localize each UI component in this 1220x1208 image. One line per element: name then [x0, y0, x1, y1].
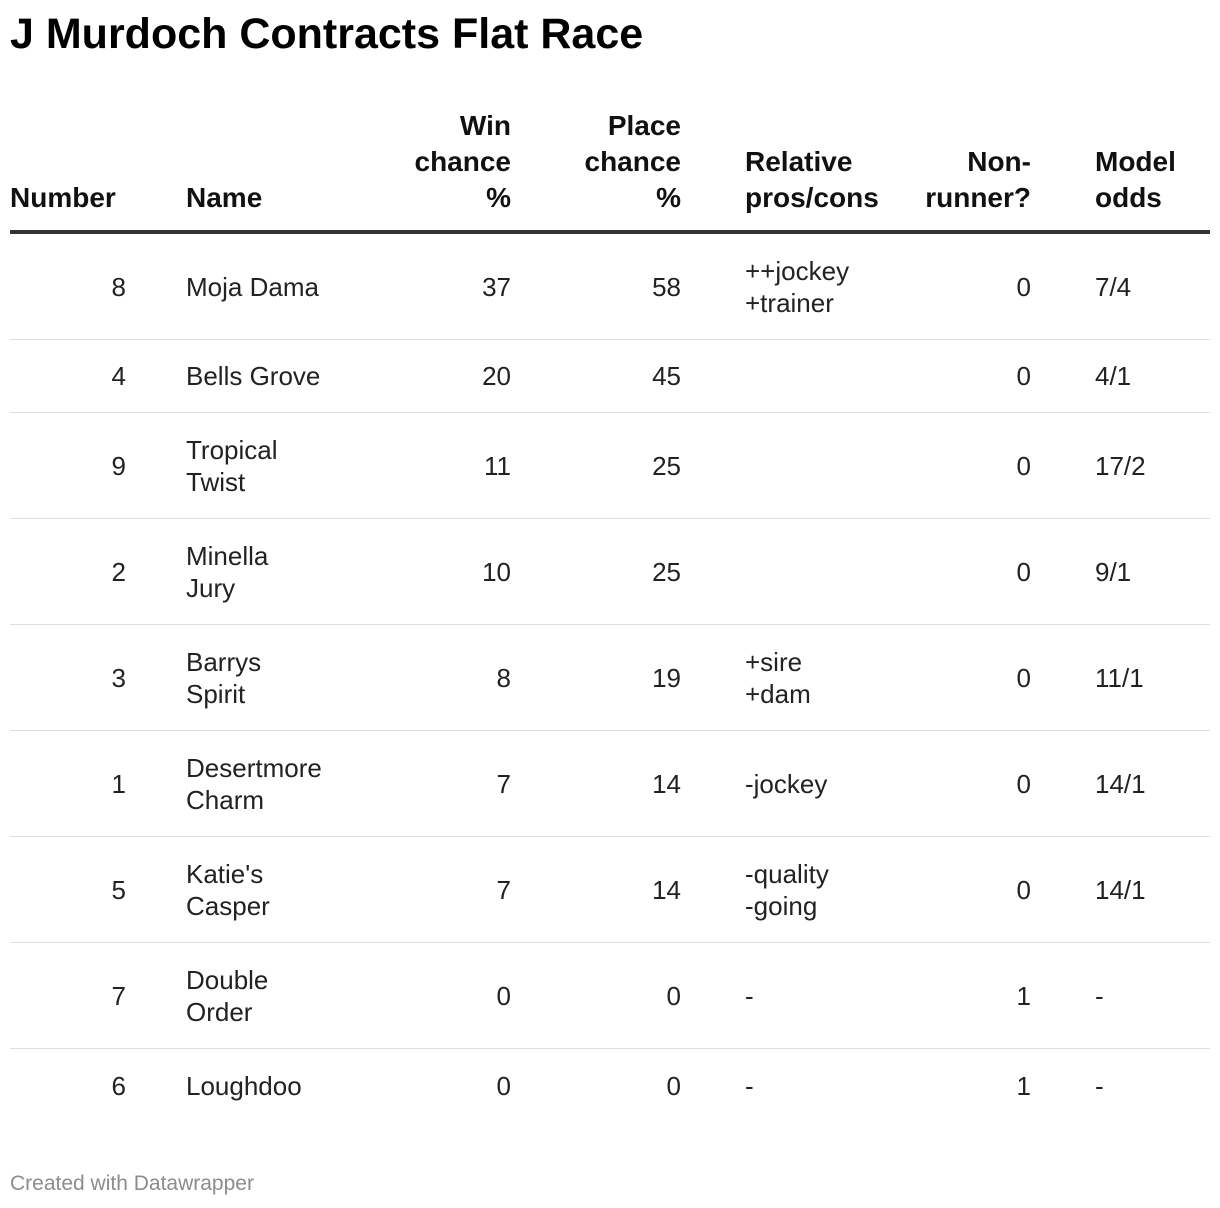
place-chance-cell: 19 [511, 624, 681, 731]
column-header-number: Number [10, 108, 176, 234]
table-row: 7 Double Order 0 0-1- [10, 942, 1210, 1049]
win-chance-cell: 7 [356, 730, 511, 837]
non-runner-cell: 0 [856, 836, 1031, 943]
model-odds-cell: 14/1 [1031, 730, 1210, 837]
table-body: 8 Moja Dama 37 58 ++jockey +trainer 0 7/4 4 Bell… [10, 232, 1210, 1123]
place-chance-cell: 25 [511, 518, 681, 625]
horse-name-cell: Tropical Twist [176, 412, 356, 519]
win-chance-cell: 20 [356, 339, 511, 413]
win-chance-cell: 8 [356, 624, 511, 731]
column-header-line: Number [10, 182, 116, 213]
non-runner-cell: 0 [856, 624, 1031, 731]
header-row: Number Name Win chance% Place chance% Rela… [10, 108, 1210, 234]
pros-cons-cell: +sire +dam [681, 624, 856, 731]
number-cell: 3 [10, 624, 176, 731]
number-cell: 8 [10, 232, 176, 340]
table-row: 3 Barrys Spirit 8 19 +sire +dam 0 11/1 [10, 624, 1210, 731]
table-row: 1 Desertmore Charm 7 14 -jockey 0 14/1 [10, 730, 1210, 837]
column-header-line: Win [459, 110, 511, 141]
race-table: Number Name Win chance% Place chance% Rela… [10, 108, 1210, 1123]
table-row: 8 Moja Dama 37 58 ++jockey +trainer 0 7/4 [10, 232, 1210, 340]
column-header-line: Name [186, 182, 263, 213]
table-row: 6 Loughdoo 0 0 - 1 - [10, 1049, 1210, 1124]
column-header-line: % [656, 182, 681, 213]
model-odds-cell: 11/1 [1031, 624, 1210, 731]
pros-cons-cell [681, 412, 856, 519]
table-row: 5 Katie's Casper 7 14 -quality -going 0 14/1 [10, 836, 1210, 943]
column-header-line: chance [414, 146, 512, 177]
page-title: J Murdoch Contracts Flat Race [10, 10, 644, 58]
win-chance-cell: 11 [356, 412, 511, 519]
column-header-line: % [486, 182, 511, 213]
number-cell: 1 [10, 730, 176, 837]
win-chance-cell: 10 [356, 518, 511, 625]
non-runner-cell: 1 [856, 942, 1031, 1049]
non-runner-cell: 0 [856, 232, 1031, 340]
win-chance-cell: 0 [496, 1071, 511, 1101]
non-runner-cell: 0 [856, 518, 1031, 625]
non-runner-cell: 0 [856, 339, 1031, 413]
column-header-place-chance: Place chance% [511, 108, 682, 234]
place-chance-cell: 45 [511, 339, 681, 413]
non-runner-cell: 0 [856, 730, 1031, 837]
win-chance-cell: 0 [356, 942, 511, 1049]
horse-name-cell: Bells Grove [176, 339, 356, 413]
column-header-line: Relative [745, 146, 853, 177]
pros-cons-cell: -quality -going [681, 836, 856, 943]
column-header-relative-pros-cons: Relative pros/cons [681, 108, 879, 234]
non-runner-cell: 1 [1016, 1071, 1031, 1101]
table-row: 2 Minella Jury 10 25 0 9/1 [10, 518, 1210, 625]
pros-cons-cell: ++jockey +trainer [681, 232, 856, 340]
model-odds-cell: - [1031, 942, 1210, 1049]
table-row: 4 Bells Grove 20 45 0 4/1 [10, 339, 1210, 413]
horse-name-cell: Minella Jury [176, 518, 356, 625]
horse-name-cell: Loughdoo [186, 1071, 302, 1101]
number-cell: 4 [10, 339, 176, 413]
column-header-non-runner: Non-runner? [856, 108, 1031, 234]
horse-name-cell: Katie's Casper [176, 836, 356, 943]
column-header-line: pros/cons [745, 182, 879, 213]
horse-name-cell: Double Order [176, 942, 356, 1049]
column-header-win-chance: Win chance% [356, 108, 512, 234]
place-chance-cell: 14 [511, 836, 681, 943]
column-header-line: Non- [967, 146, 1031, 177]
model-odds-cell: - [1095, 1071, 1104, 1101]
horse-name-cell: Moja Dama [176, 232, 356, 340]
model-odds-cell: 7/4 [1031, 232, 1210, 340]
place-chance-cell: 58 [511, 232, 681, 340]
place-chance-cell: 14 [511, 730, 681, 837]
pros-cons-cell: - [681, 942, 856, 1049]
number-cell: 5 [10, 836, 176, 943]
horse-name-cell: Barrys Spirit [176, 624, 356, 731]
number-cell: 9 [10, 412, 176, 519]
table-row: 9 Tropical Twist 11 25 0 17/2 [10, 412, 1210, 519]
model-odds-cell: 14/1 [1031, 836, 1210, 943]
column-header-line: odds [1095, 182, 1162, 213]
footer-credit: Created with Datawrapper [10, 1172, 254, 1195]
table-header: Number Name Win chance% Place chance% Rela… [10, 108, 1210, 234]
number-cell: 2 [10, 518, 176, 625]
column-header-model-odds: Model odds [1031, 108, 1210, 234]
win-chance-cell: 7 [356, 836, 511, 943]
place-chance-cell: 0 [666, 1071, 681, 1101]
number-cell: 6 [111, 1071, 126, 1101]
non-runner-cell: 0 [856, 412, 1031, 519]
model-odds-cell: 17/2 [1031, 412, 1210, 519]
column-header-line: runner? [925, 182, 1031, 213]
pros-cons-cell [681, 518, 856, 625]
model-odds-cell: 9/1 [1031, 518, 1210, 625]
place-chance-cell: 0 [511, 942, 681, 1049]
pros-cons-cell: -jockey [681, 730, 856, 837]
column-header-line: Model [1095, 146, 1176, 177]
place-chance-cell: 25 [511, 412, 681, 519]
column-header-line: Place [607, 110, 681, 141]
number-cell: 7 [10, 942, 176, 1049]
win-chance-cell: 37 [356, 232, 511, 340]
column-header-line: chance [584, 146, 682, 177]
pros-cons-cell [681, 339, 856, 413]
horse-name-cell: Desertmore Charm [176, 730, 356, 837]
column-header-name: Name [176, 108, 356, 234]
pros-cons-cell: - [745, 1071, 754, 1101]
model-odds-cell: 4/1 [1031, 339, 1210, 413]
